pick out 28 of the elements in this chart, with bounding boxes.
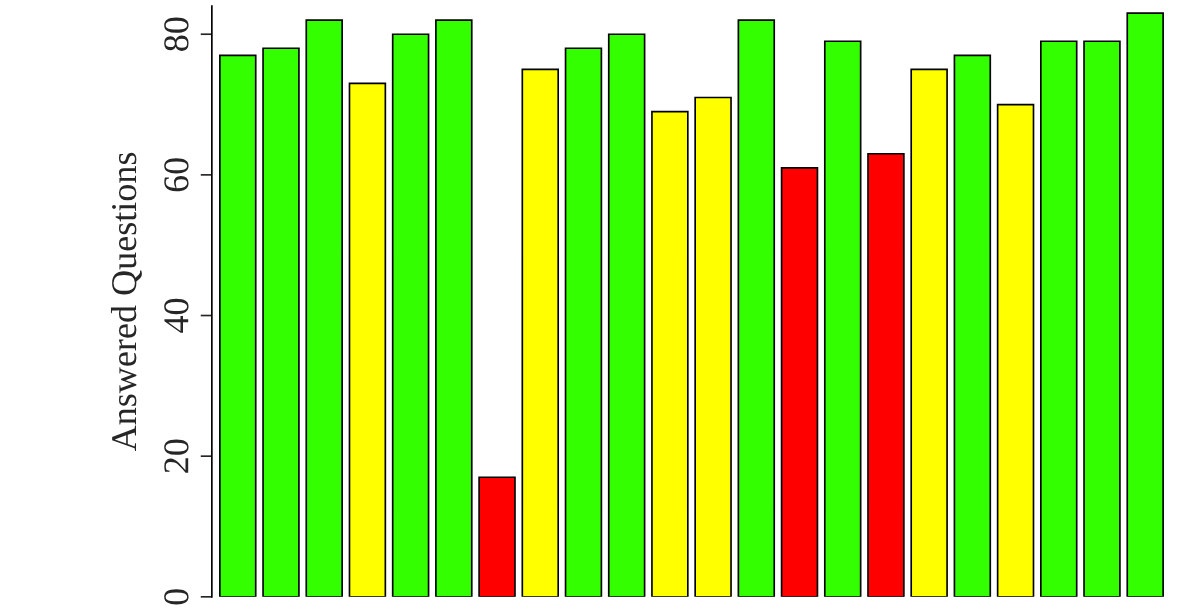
bar (305, 19, 343, 597)
bar (910, 68, 948, 597)
bar (953, 54, 992, 597)
bar (1040, 40, 1078, 597)
y-tick-label: 80 (164, 17, 189, 51)
bar (867, 152, 905, 597)
bar (219, 54, 257, 597)
y-tick-label: 0 (164, 589, 189, 605)
y-tick-label: 20 (164, 439, 189, 473)
bar (607, 33, 646, 597)
bar (478, 476, 516, 597)
bar (1126, 12, 1164, 597)
bar (694, 96, 732, 597)
bar (564, 47, 603, 597)
y-tick-label: 60 (164, 158, 189, 192)
bar (651, 110, 689, 597)
bar (1083, 40, 1121, 597)
bar (737, 19, 776, 597)
bar (435, 19, 473, 597)
bar (262, 47, 300, 597)
y-axis-title: Answered Questions (110, 152, 142, 452)
bar (780, 167, 819, 597)
bar (391, 33, 430, 597)
bar (348, 82, 387, 597)
bar (823, 40, 862, 597)
y-tick-label: 40 (164, 298, 189, 333)
bar (996, 103, 1035, 597)
bar (521, 68, 560, 597)
